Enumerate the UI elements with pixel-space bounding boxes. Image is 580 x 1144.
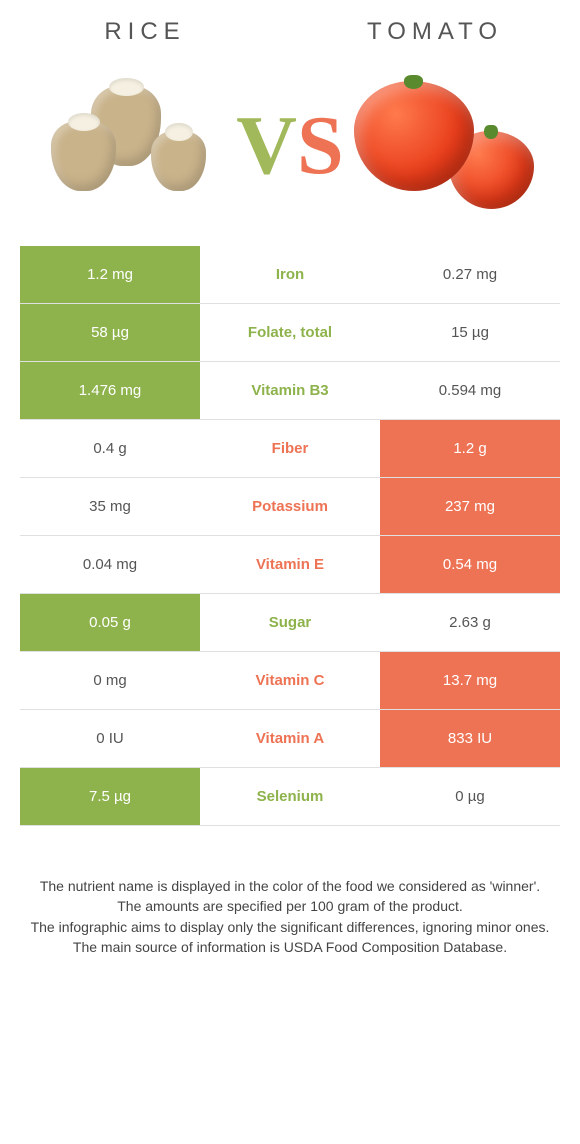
right-value-cell: 2.63 g <box>380 594 560 651</box>
footnote-line: The infographic aims to display only the… <box>30 917 550 937</box>
table-row: 58 µgFolate, total15 µg <box>20 304 560 362</box>
nutrient-label-cell: Potassium <box>200 478 380 535</box>
table-row: 0.4 gFiber1.2 g <box>20 420 560 478</box>
right-value-cell: 0.594 mg <box>380 362 560 419</box>
left-value-cell: 0.04 mg <box>20 536 200 593</box>
nutrient-label-cell: Vitamin E <box>200 536 380 593</box>
nutrient-label-cell: Vitamin B3 <box>200 362 380 419</box>
right-value-cell: 0.54 mg <box>380 536 560 593</box>
right-value-cell: 13.7 mg <box>380 652 560 709</box>
right-value-cell: 15 µg <box>380 304 560 361</box>
nutrient-label-cell: Fiber <box>200 420 380 477</box>
footnote-line: The nutrient name is displayed in the co… <box>30 876 550 896</box>
left-value-cell: 7.5 µg <box>20 768 200 825</box>
left-value-cell: 0.4 g <box>20 420 200 477</box>
left-value-cell: 58 µg <box>20 304 200 361</box>
right-value-cell: 0 µg <box>380 768 560 825</box>
rice-image <box>46 76 226 216</box>
table-row: 0.04 mgVitamin E0.54 mg <box>20 536 560 594</box>
left-value-cell: 0 mg <box>20 652 200 709</box>
table-row: 1.2 mgIron0.27 mg <box>20 246 560 304</box>
left-value-cell: 1.2 mg <box>20 246 200 303</box>
footnote-line: The amounts are specified per 100 gram o… <box>30 896 550 916</box>
left-value-cell: 0 IU <box>20 710 200 767</box>
nutrient-label-cell: Folate, total <box>200 304 380 361</box>
right-value-cell: 833 IU <box>380 710 560 767</box>
table-row: 35 mgPotassium237 mg <box>20 478 560 536</box>
nutrient-label-cell: Vitamin C <box>200 652 380 709</box>
tomato-icon <box>354 76 534 216</box>
nutrient-label-cell: Sugar <box>200 594 380 651</box>
comparison-table: 1.2 mgIron0.27 mg58 µgFolate, total15 µg… <box>20 246 560 826</box>
left-value-cell: 0.05 g <box>20 594 200 651</box>
right-value-cell: 237 mg <box>380 478 560 535</box>
rice-sacks-icon <box>51 86 221 206</box>
vs-label: VS <box>236 104 343 188</box>
table-row: 0.05 gSugar2.63 g <box>20 594 560 652</box>
table-row: 0 IUVitamin A833 IU <box>20 710 560 768</box>
vs-v: V <box>236 104 297 188</box>
left-value-cell: 1.476 mg <box>20 362 200 419</box>
table-row: 1.476 mgVitamin B30.594 mg <box>20 362 560 420</box>
nutrient-label-cell: Selenium <box>200 768 380 825</box>
left-value-cell: 35 mg <box>20 478 200 535</box>
footnote-line: The main source of information is USDA F… <box>30 937 550 957</box>
tomato-image <box>354 76 534 216</box>
left-food-title: RICE <box>0 18 290 46</box>
nutrient-label-cell: Iron <box>200 246 380 303</box>
right-food-title: TOMATO <box>290 18 580 46</box>
images-row: VS <box>0 56 580 246</box>
right-value-cell: 1.2 g <box>380 420 560 477</box>
footnotes: The nutrient name is displayed in the co… <box>30 876 550 957</box>
vs-s: S <box>297 104 344 188</box>
table-row: 7.5 µgSelenium0 µg <box>20 768 560 826</box>
header: RICE TOMATO <box>0 0 580 56</box>
right-value-cell: 0.27 mg <box>380 246 560 303</box>
nutrient-label-cell: Vitamin A <box>200 710 380 767</box>
table-row: 0 mgVitamin C13.7 mg <box>20 652 560 710</box>
